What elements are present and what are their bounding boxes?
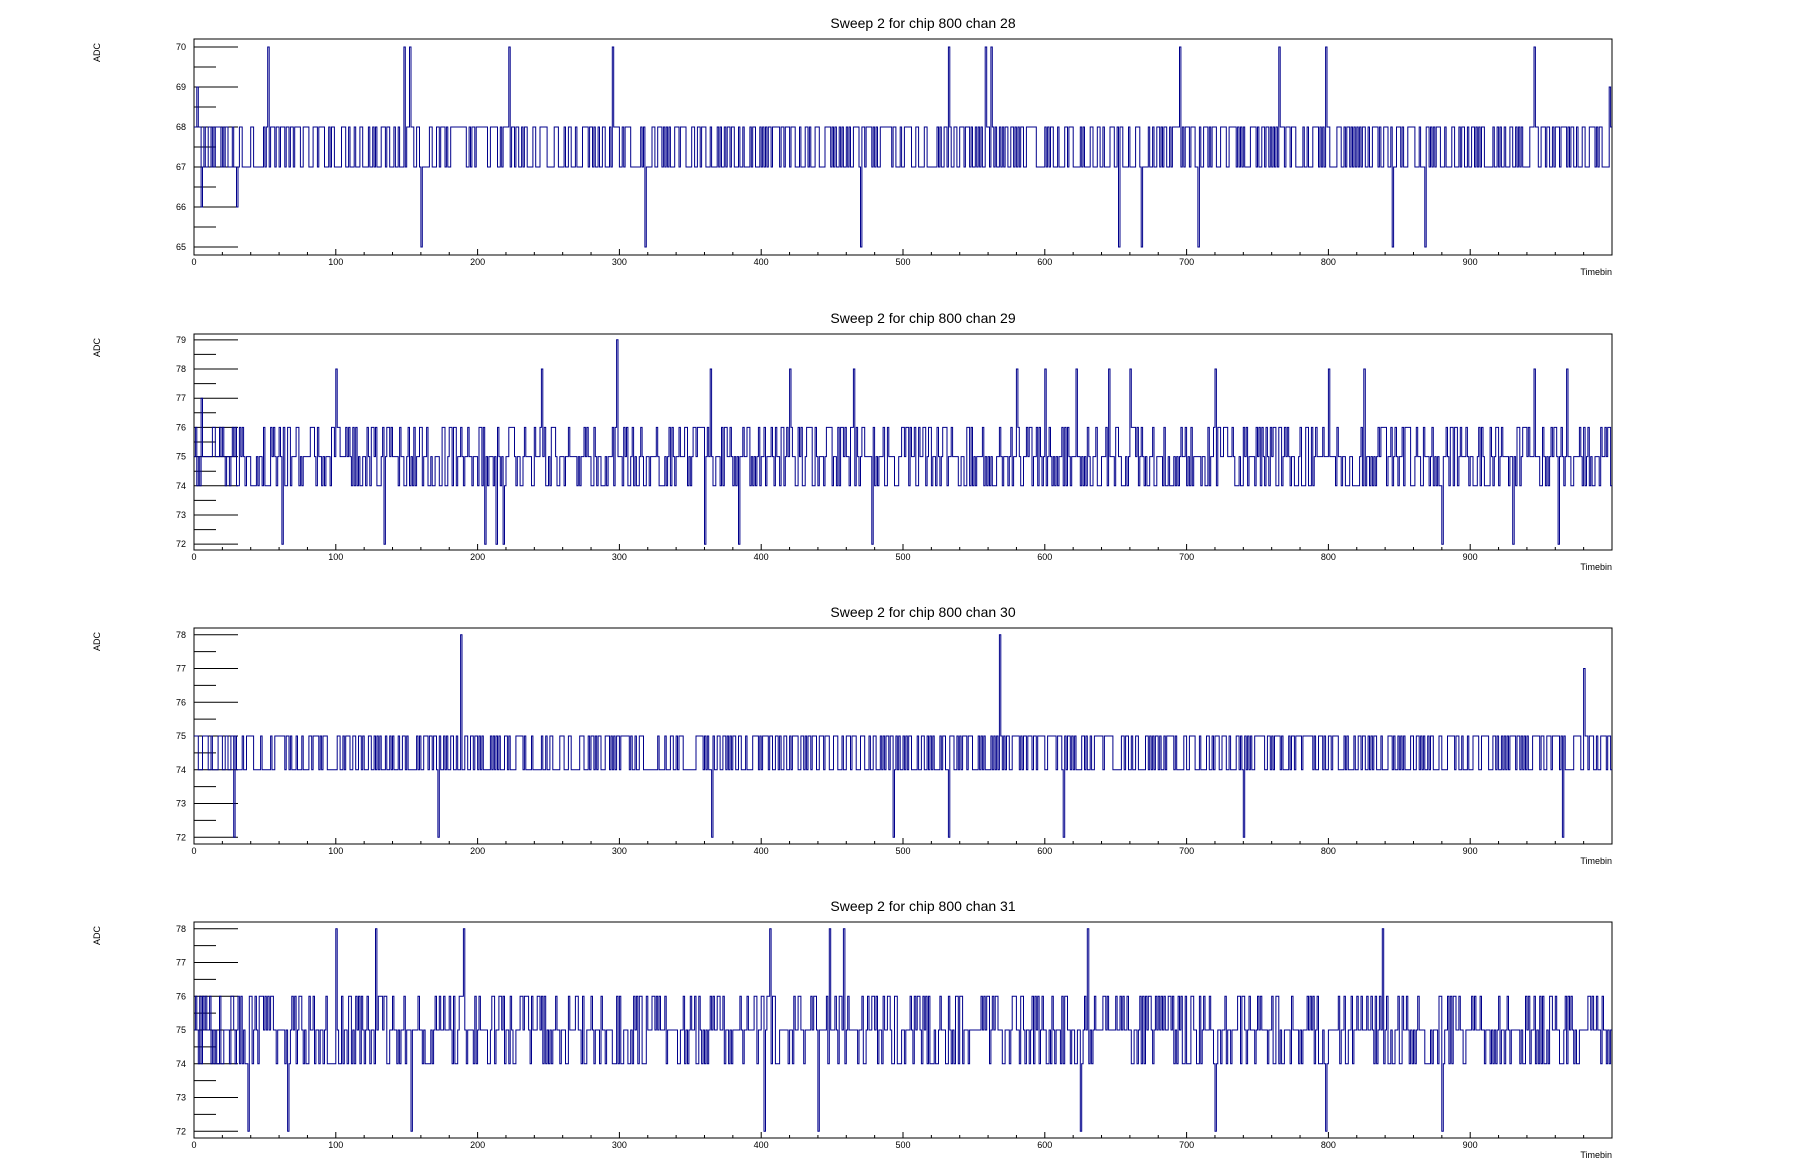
- x-tick-label: 0: [191, 552, 196, 562]
- y-tick-label: 68: [176, 122, 186, 132]
- y-tick-label: 73: [176, 510, 186, 520]
- y-axis-label: ADC: [92, 338, 102, 358]
- x-tick-label: 800: [1321, 1140, 1336, 1150]
- x-tick-label: 900: [1463, 846, 1478, 856]
- y-tick-label: 75: [176, 452, 186, 462]
- y-tick-label: 74: [176, 481, 186, 491]
- x-tick-label: 700: [1179, 846, 1194, 856]
- y-tick-label: 72: [176, 539, 186, 549]
- y-tick-label: 66: [176, 202, 186, 212]
- y-tick-label: 73: [176, 799, 186, 809]
- chart-panel-3: Sweep 2 for chip 800 chan 30 ADC Timebin 0 1…: [92, 604, 1613, 866]
- x-axis-label: Timebin: [1580, 562, 1612, 572]
- x-tick-label: 300: [612, 1140, 627, 1150]
- x-tick-label: 700: [1179, 1140, 1194, 1150]
- y-tick-label: 78: [176, 364, 186, 374]
- x-tick-label: 100: [328, 846, 343, 856]
- y-tick-label: 76: [176, 422, 186, 432]
- chart-title: Sweep 2 for chip 800 chan 31: [830, 898, 1015, 914]
- x-tick-label: 600: [1037, 846, 1052, 856]
- x-tick-label: 300: [612, 552, 627, 562]
- x-tick-label: 900: [1463, 1140, 1478, 1150]
- y-tick-label: 76: [176, 991, 186, 1001]
- y-tick-label: 77: [176, 393, 186, 403]
- y-tick-label: 78: [176, 630, 186, 640]
- y-tick-label: 79: [176, 335, 186, 345]
- y-axis-label: ADC: [92, 632, 102, 652]
- x-tick-label: 600: [1037, 552, 1052, 562]
- x-tick-label: 400: [754, 257, 769, 267]
- x-axis-label: Timebin: [1580, 267, 1612, 277]
- y-axis-label: ADC: [92, 43, 102, 63]
- y-tick-label: 69: [176, 82, 186, 92]
- x-tick-label: 0: [191, 1140, 196, 1150]
- y-tick-label: 76: [176, 697, 186, 707]
- y-tick-label: 77: [176, 664, 186, 674]
- y-tick-label: 72: [176, 1126, 186, 1136]
- y-tick-label: 70: [176, 42, 186, 52]
- y-tick-label: 78: [176, 924, 186, 934]
- x-tick-label: 0: [191, 846, 196, 856]
- series-line: [194, 928, 1612, 1132]
- y-tick-label: 65: [176, 242, 186, 252]
- x-tick-label: 100: [328, 552, 343, 562]
- y-tick-label: 73: [176, 1093, 186, 1103]
- x-tick-label: 500: [895, 552, 910, 562]
- x-tick-label: 400: [754, 846, 769, 856]
- x-tick-label: 700: [1179, 552, 1194, 562]
- y-tick-label: 75: [176, 1025, 186, 1035]
- chart-title: Sweep 2 for chip 800 chan 29: [830, 310, 1015, 326]
- x-tick-label: 300: [612, 846, 627, 856]
- x-tick-label: 500: [895, 846, 910, 856]
- y-axis-label: ADC: [92, 926, 102, 946]
- x-tick-label: 800: [1321, 552, 1336, 562]
- y-tick-label: 72: [176, 832, 186, 842]
- x-tick-label: 200: [470, 257, 485, 267]
- y-tick-label: 67: [176, 162, 186, 172]
- y-tick-label: 74: [176, 1059, 186, 1069]
- x-axis-label: Timebin: [1580, 856, 1612, 866]
- x-tick-label: 200: [470, 1140, 485, 1150]
- series-line: [194, 46, 1612, 248]
- chart-panel-1: Sweep 2 for chip 800 chan 28 ADC Timebin 0 1…: [92, 15, 1613, 277]
- x-tick-label: 300: [612, 257, 627, 267]
- x-tick-label: 100: [328, 257, 343, 267]
- x-tick-label: 900: [1463, 257, 1478, 267]
- y-tick-label: 77: [176, 958, 186, 968]
- x-tick-label: 600: [1037, 257, 1052, 267]
- x-tick-label: 400: [754, 552, 769, 562]
- y-tick-label: 75: [176, 731, 186, 741]
- chart-title: Sweep 2 for chip 800 chan 28: [830, 15, 1015, 31]
- x-tick-label: 900: [1463, 552, 1478, 562]
- x-tick-label: 200: [470, 552, 485, 562]
- series-line: [194, 634, 1612, 838]
- x-tick-label: 0: [191, 257, 196, 267]
- x-tick-label: 700: [1179, 257, 1194, 267]
- plot-frame: [193, 333, 1613, 551]
- series-line: [194, 339, 1612, 545]
- chart-panel-4: Sweep 2 for chip 800 chan 31 ADC Timebin 0 1…: [92, 898, 1613, 1160]
- x-tick-label: 200: [470, 846, 485, 856]
- x-tick-label: 100: [328, 1140, 343, 1150]
- x-tick-label: 500: [895, 257, 910, 267]
- x-tick-label: 800: [1321, 846, 1336, 856]
- chart-title: Sweep 2 for chip 800 chan 30: [830, 604, 1015, 620]
- x-tick-label: 600: [1037, 1140, 1052, 1150]
- x-tick-label: 800: [1321, 257, 1336, 267]
- x-axis-label: Timebin: [1580, 1150, 1612, 1160]
- y-tick-label: 74: [176, 765, 186, 775]
- x-tick-label: 500: [895, 1140, 910, 1150]
- x-tick-label: 400: [754, 1140, 769, 1150]
- chart-panel-2: Sweep 2 for chip 800 chan 29 ADC Timebin 0 1…: [92, 310, 1613, 572]
